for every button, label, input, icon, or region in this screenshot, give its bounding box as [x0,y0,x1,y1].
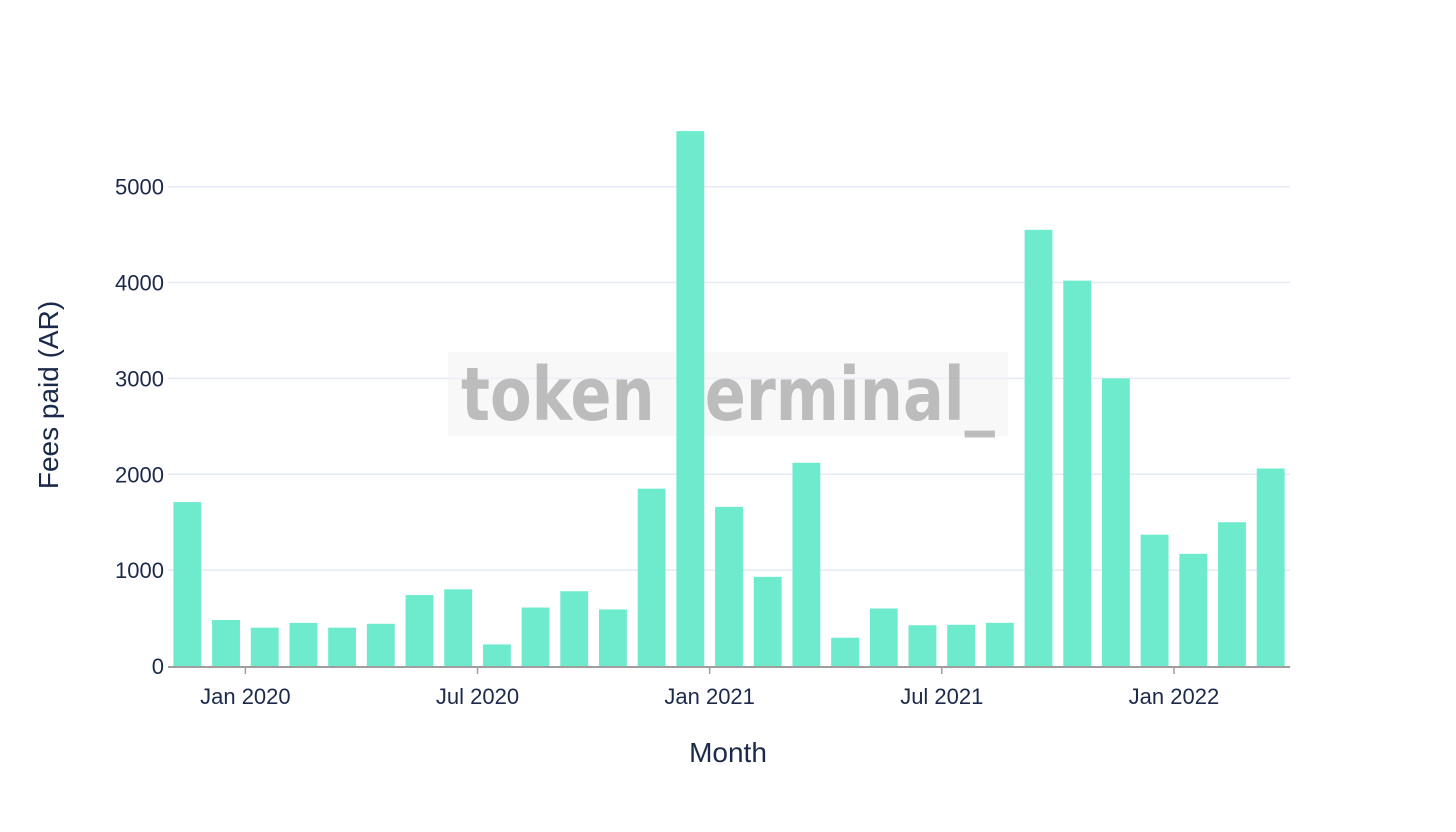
bar-2021-12 [1140,534,1169,666]
bar-2022-02 [1218,522,1246,666]
x-tick-label: Jan 2020 [200,684,291,709]
bar-2019-12 [212,619,240,666]
bar-2020-02 [289,622,318,666]
bar-2022-01 [1179,553,1208,666]
bar-2022-03 [1256,468,1285,666]
bar-2020-01 [250,627,279,666]
x-axis-ticks: Jan 2020 Jul 2020 Jan 2021 Jul 2021 Jan 2022 [200,667,1219,709]
bar-2020-09 [560,591,589,666]
watermark-background [448,352,1008,436]
bar-2021-04 [831,637,859,666]
bars [173,131,1285,667]
bar-2020-06 [444,589,473,666]
watermark-text: token terminal_ [461,352,995,438]
y-tick-label: 4000 [115,271,164,296]
x-axis-title: Month [689,737,767,768]
watermark: token terminal_ [448,352,1008,438]
bar-2021-07 [947,624,976,666]
y-tick-label: 1000 [115,558,164,583]
y-axis-title: Fees paid (AR) [33,301,64,489]
bar-2020-11 [637,488,666,666]
bar-2020-05 [405,595,434,666]
bar-2020-04 [366,623,395,666]
x-tick-label: Jul 2020 [436,684,519,709]
bar-2021-05 [869,608,898,666]
y-axis-ticks: 0 1000 2000 3000 4000 5000 [115,175,164,679]
bar-2020-03 [328,627,357,666]
x-tick-label: Jan 2022 [1129,684,1220,709]
bar-2020-10 [599,609,627,666]
y-tick-label: 2000 [115,462,164,487]
x-tick-label: Jul 2021 [900,684,983,709]
bar-2019-11 [173,502,202,666]
bar-2021-03 [792,462,821,666]
bar-2021-02 [753,576,782,666]
bar-2021-01 [715,506,743,666]
bar-2021-10 [1063,280,1092,666]
bar-2021-11 [1101,378,1130,666]
bar-2021-08 [985,622,1014,666]
bar-2020-07 [482,644,511,666]
y-tick-label: 5000 [115,175,164,200]
bar-2020-12 [676,131,705,666]
bar-2021-06 [908,625,937,666]
bar-2020-08 [521,607,550,666]
y-tick-label: 0 [152,654,164,679]
x-tick-label: Jan 2021 [664,684,755,709]
bar-2021-09 [1024,229,1053,667]
y-tick-label: 3000 [115,366,164,391]
